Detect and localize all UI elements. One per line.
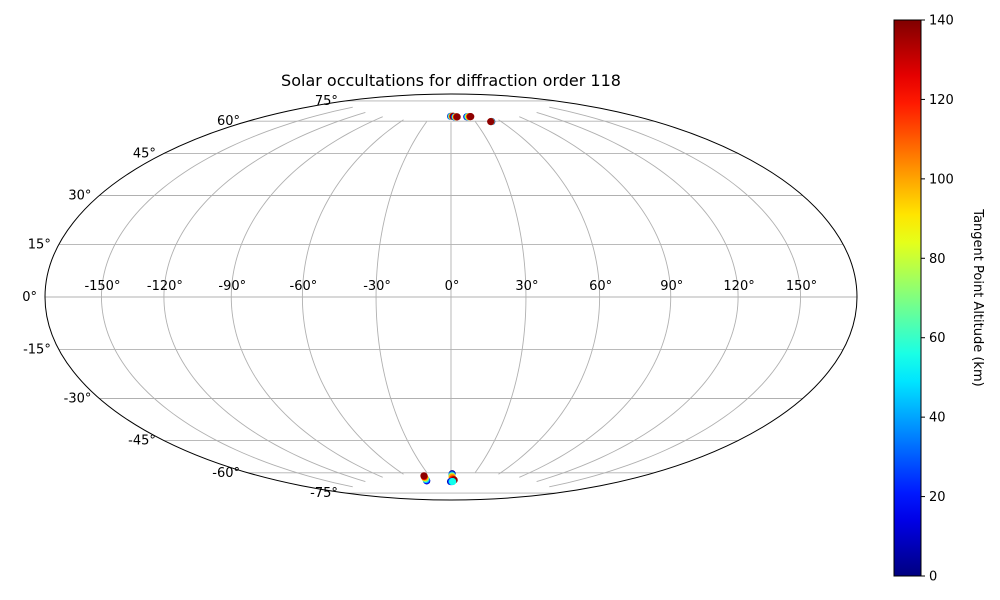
colorbar-tick-label: 100 — [929, 172, 954, 187]
colorbar-tick-label: 40 — [929, 411, 946, 426]
latitude-tick-labels: -75° -60° -45° -30° -15° 0° 15° 30° 45° 60° 75° — [22, 94, 338, 501]
occultation-point — [453, 113, 461, 121]
occultation-point — [487, 118, 495, 126]
latitude-tick-label: 0° — [22, 290, 37, 305]
occultation-point — [449, 477, 457, 486]
colorbar-tick-label: 140 — [929, 14, 954, 29]
colorbar-tick-label: 60 — [929, 331, 946, 346]
latitude-tick-label: 60° — [217, 114, 240, 129]
colorbar-tick-label: 120 — [929, 93, 954, 108]
longitude-tick-label: -60° — [290, 279, 318, 294]
latitude-tick-label: 45° — [133, 146, 156, 161]
occultation-point — [467, 113, 475, 121]
longitude-tick-label: 90° — [660, 279, 683, 294]
latitude-tick-label: -60° — [212, 466, 240, 481]
latitude-tick-label: -30° — [64, 392, 92, 407]
map-boundary — [44, 93, 858, 501]
longitude-tick-label: 30° — [515, 279, 538, 294]
latitude-tick-label: 15° — [28, 237, 51, 252]
colorbar-ticks: 0 20 40 60 80 100 120 140 — [921, 14, 954, 585]
longitude-tick-label: 60° — [589, 279, 612, 294]
latitude-tick-label: -75° — [310, 486, 338, 501]
longitude-tick-label: -30° — [363, 279, 391, 294]
chart-title: Solar occultations for diffraction order… — [281, 71, 621, 90]
occultation-point — [420, 472, 428, 480]
colorbar-tick-label: 80 — [929, 252, 946, 267]
colorbar: 0 20 40 60 80 100 120 140 Tangent Point Altitud… — [893, 14, 985, 585]
longitude-tick-label: -150° — [84, 279, 120, 294]
data-points — [420, 112, 496, 486]
longitude-tick-label: -90° — [218, 279, 246, 294]
map-outline — [44, 93, 858, 501]
longitude-tick-label: 150° — [786, 279, 817, 294]
longitude-tick-label: -120° — [147, 279, 183, 294]
latitude-tick-label: 30° — [68, 189, 91, 204]
longitude-tick-label: 0° — [445, 279, 460, 294]
colorbar-tick-label: 20 — [929, 490, 946, 505]
colorbar-tick-label: 0 — [929, 570, 937, 585]
longitude-tick-labels: -150° -120° -90° -60° -30° 0° 30° 60° 90° 120° 150… — [84, 279, 817, 294]
longitude-tick-label: 120° — [723, 279, 754, 294]
latitude-tick-label: -45° — [128, 434, 156, 449]
latitude-tick-label: -15° — [23, 343, 51, 358]
graticule — [45, 100, 857, 494]
latitude-tick-label: 75° — [315, 94, 338, 109]
colorbar-label: Tangent Point Altitude (km) — [970, 208, 985, 386]
colorbar-gradient — [893, 19, 922, 577]
